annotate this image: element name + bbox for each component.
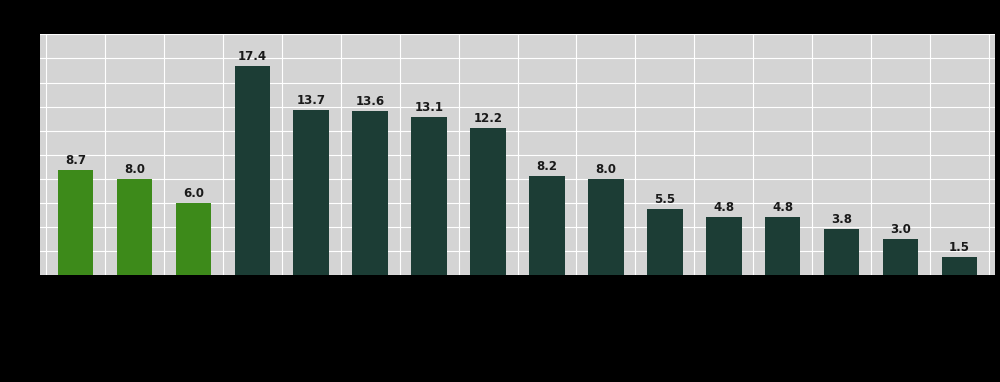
Text: 3.0: 3.0 bbox=[890, 223, 911, 236]
Bar bbox=[470, 128, 506, 275]
Bar bbox=[176, 203, 211, 275]
Text: 8.0: 8.0 bbox=[124, 163, 145, 176]
Bar bbox=[411, 117, 447, 275]
Text: 13.1: 13.1 bbox=[415, 101, 444, 114]
Bar bbox=[293, 110, 329, 275]
Bar bbox=[58, 170, 93, 275]
Text: 13.7: 13.7 bbox=[297, 94, 326, 107]
Bar bbox=[235, 66, 270, 275]
Text: 12.2: 12.2 bbox=[474, 112, 503, 125]
Bar bbox=[706, 217, 742, 275]
Bar bbox=[824, 229, 859, 275]
Bar bbox=[352, 112, 388, 275]
Bar bbox=[942, 257, 977, 275]
Text: 8.0: 8.0 bbox=[595, 163, 616, 176]
Text: 6.0: 6.0 bbox=[183, 187, 204, 200]
Text: 4.8: 4.8 bbox=[713, 201, 734, 214]
Bar bbox=[529, 176, 565, 275]
Bar bbox=[647, 209, 683, 275]
Text: 5.5: 5.5 bbox=[654, 193, 675, 206]
Text: 13.6: 13.6 bbox=[356, 96, 385, 108]
Text: 3.8: 3.8 bbox=[831, 213, 852, 226]
Bar bbox=[883, 239, 918, 275]
Text: 1.5: 1.5 bbox=[949, 241, 970, 254]
Text: 4.8: 4.8 bbox=[772, 201, 793, 214]
Text: 8.2: 8.2 bbox=[536, 160, 557, 173]
Bar bbox=[588, 179, 624, 275]
Text: 17.4: 17.4 bbox=[238, 50, 267, 63]
Text: 8.7: 8.7 bbox=[65, 154, 86, 167]
Bar bbox=[765, 217, 800, 275]
Bar bbox=[117, 179, 152, 275]
